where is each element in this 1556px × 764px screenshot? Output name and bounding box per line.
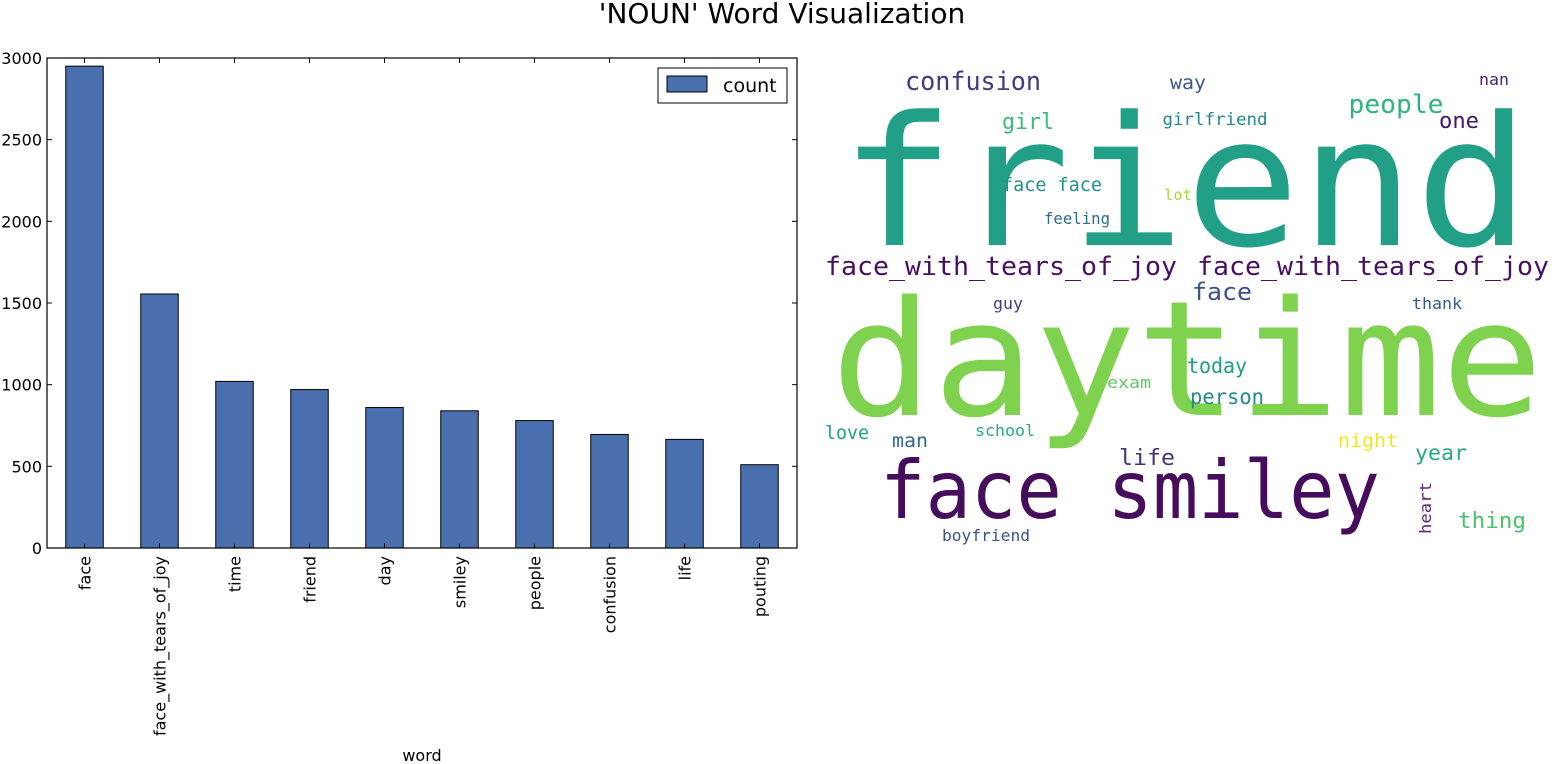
- wordcloud-word: girlfriend: [1163, 110, 1268, 130]
- figure-title: 'NOUN' Word Visualization: [599, 0, 965, 30]
- wordcloud-word: school: [975, 421, 1035, 440]
- wordcloud-word: thing: [1458, 509, 1526, 534]
- wordcloud-word: face_with_tears_of_joy: [1197, 252, 1549, 282]
- wordcloud-word: exam: [1107, 373, 1151, 392]
- wordcloud-word: girl: [1002, 110, 1054, 135]
- y-tick-label: 2500: [1, 131, 42, 150]
- x-axis: face face_with_tears_of_joy time friend day s…: [76, 58, 770, 736]
- wordcloud-word: face face: [1002, 174, 1102, 196]
- wordcloud-word: today: [1187, 354, 1247, 378]
- x-axis-label: word: [402, 746, 441, 764]
- x-tick-label: day: [376, 556, 395, 585]
- wordcloud-word: daytime: [831, 266, 1543, 453]
- wordcloud-word: lot: [1164, 186, 1192, 204]
- wordcloud-word: night: [1338, 430, 1398, 452]
- wordcloud-word: nan: [1479, 70, 1509, 89]
- wordcloud-word: way: [1170, 72, 1206, 94]
- wordcloud-word: people: [1349, 90, 1444, 120]
- wordcloud-word: heart: [1416, 482, 1435, 534]
- y-tick-label: 500: [11, 457, 42, 476]
- y-axis: 0 500 1000 1500 2000 2500 3000: [1, 49, 797, 558]
- word-cloud: friend daytime face smiley face_with_tea…: [825, 67, 1549, 545]
- bar-life: [665, 438, 704, 549]
- bar-day: [365, 407, 404, 549]
- x-tick-label: smiley: [451, 556, 470, 608]
- x-tick-label: life: [676, 556, 695, 580]
- bar-friend: [290, 389, 329, 549]
- wordcloud-word: boyfriend: [942, 526, 1030, 545]
- x-tick-label: face: [76, 556, 95, 590]
- bar-time: [215, 380, 254, 549]
- wordcloud-word: friend: [840, 79, 1530, 288]
- bar-chart: 0 500 1000 1500 2000 2500 3000 face face_with_t…: [1, 49, 798, 764]
- wordcloud-word: confusion: [905, 67, 1041, 97]
- bar-face: [65, 65, 104, 549]
- legend: count: [657, 67, 788, 104]
- wordcloud-word: face smiley: [880, 444, 1380, 537]
- x-tick-label: confusion: [601, 556, 620, 633]
- wordcloud-word: man: [892, 430, 928, 452]
- wordcloud-word: life: [1119, 446, 1175, 471]
- wordcloud-word: person: [1190, 385, 1264, 409]
- wordcloud-word: love: [825, 422, 869, 444]
- wordcloud-word: guy: [993, 294, 1023, 313]
- y-tick-label: 0: [32, 539, 42, 558]
- x-tick-label: people: [526, 556, 545, 610]
- x-tick-label: time: [226, 556, 245, 592]
- wordcloud-word: one: [1439, 109, 1479, 134]
- wordcloud-word: feeling: [1044, 209, 1110, 228]
- legend-swatch: [666, 75, 708, 93]
- y-tick-label: 1000: [1, 376, 42, 395]
- legend-label: count: [723, 75, 777, 97]
- x-tick-label: face_with_tears_of_joy: [151, 556, 171, 736]
- wordcloud-word: face: [1192, 278, 1252, 306]
- bar-smiley: [440, 410, 479, 549]
- x-tick-label: pouting: [751, 556, 770, 617]
- x-tick-label: friend: [301, 556, 320, 603]
- wordcloud-word: face_with_tears_of_joy: [825, 252, 1177, 282]
- bars-group: [65, 65, 779, 549]
- y-tick-label: 2000: [1, 212, 42, 231]
- wordcloud-word: year: [1415, 441, 1467, 465]
- wordcloud-word: thank: [1412, 294, 1462, 313]
- y-tick-label: 1500: [1, 294, 42, 313]
- bar-people: [515, 420, 554, 549]
- bar-pouting: [740, 464, 779, 549]
- bar-confusion: [590, 433, 629, 549]
- bar-face_with_tears_of_joy: [140, 293, 179, 549]
- y-tick-label: 3000: [1, 49, 42, 68]
